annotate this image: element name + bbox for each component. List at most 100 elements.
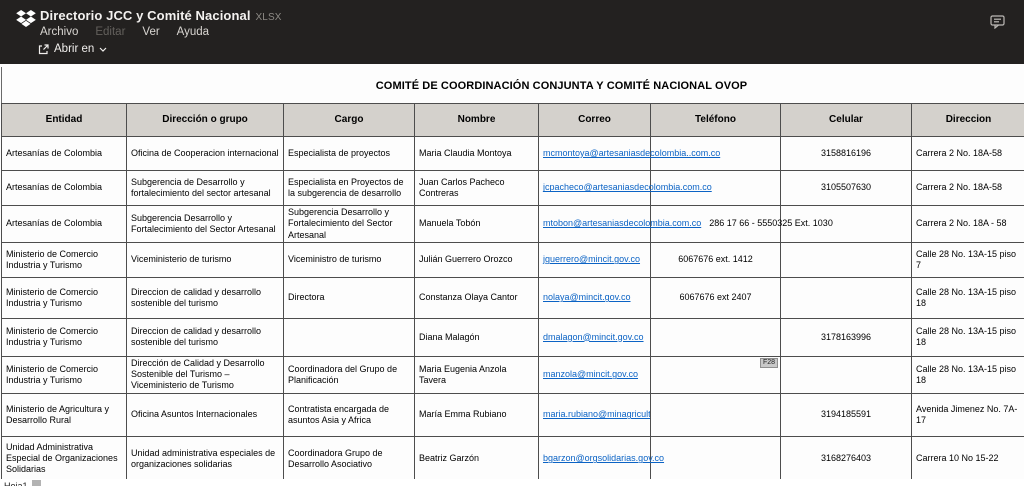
cell-entidad: Ministerio de Comercio Industria y Turis… <box>1 355 127 394</box>
chevron-down-icon <box>99 47 107 52</box>
email-link[interactable]: mcmontoya@artesaniasdecolombia..com.co <box>543 147 721 158</box>
cell-direccion: Carrera 2 No. 18A - 58 <box>911 205 1024 243</box>
cell-entidad: Ministerio de Comercio Industria y Turis… <box>1 276 127 319</box>
cell-direccion: Calle 28 No. 13A-15 piso 18 <box>911 276 1024 319</box>
sheet-tab-bar: Hoja1 <box>0 479 1024 486</box>
column-header-celular: Celular <box>780 103 912 137</box>
email-link[interactable]: dmalagon@mincit.gov.co <box>543 331 644 342</box>
comment-icon[interactable] <box>990 15 1006 29</box>
cell-cargo: Viceministro de turismo <box>283 241 415 278</box>
cell-celular <box>780 205 912 243</box>
telefono-overflow-text: 286 17 66 - 5550325 Ext. 1030 <box>709 218 833 229</box>
open-in-label: Abrir en <box>54 43 95 55</box>
dropbox-logo-icon[interactable] <box>16 10 36 28</box>
menu-ver[interactable]: Ver <box>142 26 160 38</box>
open-external-icon <box>38 43 49 54</box>
table-row: Ministerio de Comercio Industria y Turis… <box>1 241 1024 278</box>
cell-direccion: Carrera 10 No 15-22 <box>911 435 1024 482</box>
cell-direccion_grupo: Direccion de calidad y desarrollo sosten… <box>126 317 284 357</box>
cell-direccion_grupo: Oficina de Cooperacion internacional <box>126 136 284 171</box>
email-link[interactable]: mtobon@artesaniasdecolombia.com.co <box>543 218 702 229</box>
cell-nombre: Maria Claudia Montoya <box>414 136 539 171</box>
cell-cargo: Especialista de proyectos <box>283 136 415 171</box>
email-link[interactable]: maria.rubiano@minagricultura.gov <box>543 409 651 420</box>
cell-correo: dmalagon@mincit.gov.co <box>538 317 651 357</box>
cell-nombre: Juan Carlos Pacheco Contreras <box>414 170 539 206</box>
sheet-title: COMITÉ DE COORDINACIÓN CONJUNTA Y COMITÉ… <box>1 67 1024 103</box>
cell-cargo <box>283 317 415 357</box>
cell-nombre: Manuela Tobón <box>414 205 539 243</box>
cell-direccion_grupo: Subgerencia de Desarrollo y fortalecimie… <box>126 170 284 206</box>
cell-correo: manzola@mincit.gov.co <box>538 355 651 394</box>
cell-correo: maria.rubiano@minagricultura.gov <box>538 392 651 437</box>
cell-celular <box>780 276 912 319</box>
cell-celular <box>780 355 912 394</box>
menu-archivo[interactable]: Archivo <box>40 26 79 38</box>
cell-nombre: Beatriz Garzón <box>414 435 539 482</box>
cell-direccion_grupo: Viceministerio de turismo <box>126 241 284 278</box>
file-title: Directorio JCC y Comité Nacional XLSX <box>40 8 282 23</box>
cell-cargo: Subgerencia Desarrollo y Fortalecimiento… <box>283 205 415 243</box>
cell-telefono: F28 <box>650 355 781 394</box>
cell-nombre: María Emma Rubiano <box>414 392 539 437</box>
table-row: Ministerio de Comercio Industria y Turis… <box>1 355 1024 394</box>
cell-correo: mtobon@artesaniasdecolombia.com.co 286 17… <box>538 205 833 243</box>
cell-direccion_grupo: Direccion de calidad y desarrollo sosten… <box>126 276 284 319</box>
open-in-button[interactable]: Abrir en <box>38 43 107 55</box>
cell-telefono <box>650 435 781 482</box>
column-header-telefono: Teléfono <box>650 103 781 137</box>
cell-celular: 3105507630 <box>780 170 912 206</box>
cell-telefono <box>650 317 781 357</box>
cell-direccion: Carrera 2 No. 18A-58 <box>911 170 1024 206</box>
cell-telefono <box>650 392 781 437</box>
cell-direccion: Calle 28 No. 13A-15 piso 18 <box>911 355 1024 394</box>
cell-direccion_grupo: Oficina Asuntos Internacionales <box>126 392 284 437</box>
cell-entidad: Artesanías de Colombia <box>1 170 127 206</box>
cell-direccion: Calle 28 No. 13A-15 piso 7 <box>911 241 1024 278</box>
sheet-tab-edge <box>31 480 41 486</box>
cell-celular: 3158816196 <box>780 136 912 171</box>
cell-direccion: Calle 28 No. 13A-15 piso 18 <box>911 317 1024 357</box>
cell-celular: 3178163996 <box>780 317 912 357</box>
file-name-text: Directorio JCC y Comité Nacional <box>40 8 251 23</box>
cell-correo: jguerrero@mincit.gov.co <box>538 241 651 278</box>
cell-celular <box>780 241 912 278</box>
cell-cargo: Coordinadora Grupo de Desarrollo Asociat… <box>283 435 415 482</box>
table-row: Ministerio de Comercio Industria y Turis… <box>1 276 1024 319</box>
column-header-correo: Correo <box>538 103 651 137</box>
cell-entidad: Ministerio de Comercio Industria y Turis… <box>1 241 127 278</box>
table-row: Unidad Administrativa Especial de Organi… <box>1 435 1024 482</box>
menu-ayuda[interactable]: Ayuda <box>176 26 210 38</box>
file-extension: XLSX <box>255 12 282 23</box>
cell-cargo: Coordinadora del Grupo de Planificación <box>283 355 415 394</box>
app-header-bar: Directorio JCC y Comité Nacional XLSX Arc… <box>0 0 1024 64</box>
cell-direccion_grupo: Dirección de Calidad y Desarrollo Sosten… <box>126 355 284 394</box>
cell-entidad: Artesanías de Colombia <box>1 205 127 243</box>
cell-entidad: Artesanías de Colombia <box>1 136 127 171</box>
cell-cargo: Contratista encargada de asuntos Asia y … <box>283 392 415 437</box>
email-link[interactable]: jcpacheco@artesaniasdecolombia.com.co <box>543 182 712 193</box>
cell-correo: bgarzon@orgsolidarias.gov.co <box>538 435 664 482</box>
cell-direccion_grupo: Unidad administrativa especiales de orga… <box>126 435 284 482</box>
cell-entidad: Ministerio de Comercio Industria y Turis… <box>1 317 127 357</box>
cell-direccion: Carrera 2 No. 18A-58 <box>911 136 1024 171</box>
email-link[interactable]: jguerrero@mincit.gov.co <box>543 254 641 265</box>
cell-cargo: Directora <box>283 276 415 319</box>
cell-correo: jcpacheco@artesaniasdecolombia.com.co <box>538 170 712 206</box>
table-row: Artesanías de Colombia Subgerencia de Des… <box>1 170 1024 206</box>
table-row: Artesanías de Colombia Oficina de Coopera… <box>1 136 1024 171</box>
cell-correo: mcmontoya@artesaniasdecolombia..com.co <box>538 136 720 171</box>
email-link[interactable]: nolaya@mincit.gov.co <box>543 292 631 303</box>
cell-telefono: 6067676 ext. 1412 <box>650 241 781 278</box>
sheet-tab-hoja1[interactable]: Hoja1 <box>0 479 32 486</box>
email-link[interactable]: manzola@mincit.gov.co <box>543 369 639 380</box>
cell-cargo: Especialista en Proyectos de la subgeren… <box>283 170 415 206</box>
cell-direccion_grupo: Subgerencia Desarrollo y Fortalecimiento… <box>126 205 284 243</box>
cell-direccion: Avenida Jimenez No. 7A-17 <box>911 392 1024 437</box>
cell-correo: nolaya@mincit.gov.co <box>538 276 651 319</box>
cell-entidad: Ministerio de Agricultura y Desarrollo R… <box>1 392 127 437</box>
email-link[interactable]: bgarzon@orgsolidarias.gov.co <box>543 453 665 464</box>
menu-editar: Editar <box>95 26 126 38</box>
cell-nombre: Maria Eugenia Anzola Tavera <box>414 355 539 394</box>
